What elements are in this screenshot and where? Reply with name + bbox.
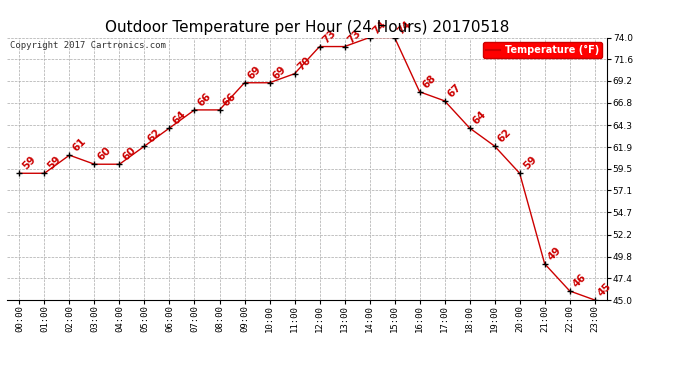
Text: 61: 61 [71,136,88,154]
Text: 64: 64 [471,109,489,127]
Text: 49: 49 [546,245,563,262]
Text: 69: 69 [246,64,263,81]
Text: 45: 45 [596,281,613,298]
Text: 62: 62 [496,128,513,145]
Text: 59: 59 [46,154,63,172]
Title: Outdoor Temperature per Hour (24 Hours) 20170518: Outdoor Temperature per Hour (24 Hours) … [105,20,509,35]
Text: 59: 59 [521,154,538,172]
Text: 74: 74 [396,19,413,36]
Legend: Temperature (°F): Temperature (°F) [483,42,602,58]
Text: 60: 60 [121,146,138,163]
Text: 74: 74 [371,19,388,36]
Text: 62: 62 [146,128,163,145]
Text: 66: 66 [221,91,238,108]
Text: Copyright 2017 Cartronics.com: Copyright 2017 Cartronics.com [10,42,166,51]
Text: 70: 70 [296,55,313,72]
Text: 73: 73 [321,28,338,45]
Text: 64: 64 [171,109,188,127]
Text: 59: 59 [21,154,38,172]
Text: 68: 68 [421,73,438,90]
Text: 60: 60 [96,146,113,163]
Text: 66: 66 [196,91,213,108]
Text: 46: 46 [571,272,589,290]
Text: 69: 69 [271,64,288,81]
Text: 67: 67 [446,82,464,99]
Text: 73: 73 [346,28,364,45]
